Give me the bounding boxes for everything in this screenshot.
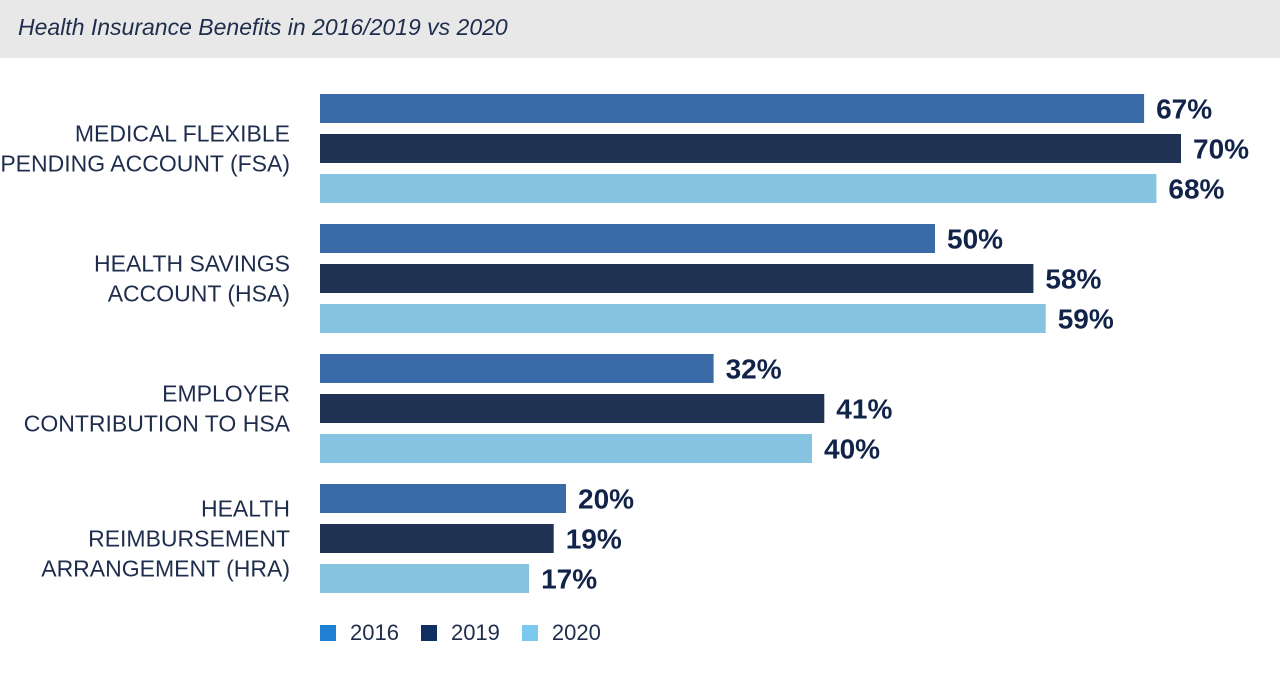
- category-label-line: EMPLOYER: [162, 381, 290, 407]
- value-label-2016-2: 50%: [947, 224, 1003, 255]
- category-label-line: SPENDING ACCOUNT (FSA): [0, 151, 290, 177]
- value-label-2020-2: 59%: [1058, 304, 1114, 335]
- legend-swatch-2019: [420, 625, 437, 641]
- category-label-4: HEALTH REIMBURSEMENT ARRANGEMENT (HRA): [41, 496, 290, 582]
- legend-item-2016: 2016: [320, 620, 399, 646]
- category-label-1: MEDICAL FLEXIBLE SPENDING ACCOUNT (FSA): [0, 121, 290, 177]
- bar-2020-1: [320, 174, 1157, 203]
- legend-swatch-2020: [521, 625, 538, 641]
- title-bar: Health Insurance Benefits in 2016/2019 v…: [0, 0, 1280, 58]
- bar-2019-2: [320, 264, 1034, 293]
- legend-label-2020: 2020: [551, 620, 601, 645]
- bar-2019-1: [320, 134, 1181, 163]
- category-label-line: HEALTH SAVINGS: [94, 251, 290, 277]
- value-label-2020-1: 68%: [1168, 174, 1224, 205]
- value-label-2020-3: 40%: [824, 434, 880, 465]
- category-label-line: CONTRIBUTION TO HSA: [24, 411, 291, 437]
- bar-2020-4: [320, 564, 530, 593]
- legend-item-2020: 2020: [521, 620, 601, 646]
- bar-2019-4: [320, 524, 554, 553]
- legend-label-2016: 2016: [350, 620, 399, 645]
- category-label-line: ACCOUNT (HSA): [108, 281, 290, 307]
- legend: 2016 2019 2020: [320, 620, 623, 646]
- category-label-line: HEALTH: [201, 496, 290, 522]
- value-label-2016-1: 67%: [1156, 94, 1212, 125]
- bar-2016-3: [320, 354, 714, 383]
- value-label-2019-1: 70%: [1193, 134, 1249, 165]
- bar-2020-3: [320, 434, 812, 463]
- value-label-2019-3: 41%: [836, 394, 892, 425]
- category-label-3: EMPLOYER CONTRIBUTION TO HSA: [24, 381, 291, 437]
- category-label-line: ARRANGEMENT (HRA): [41, 556, 290, 582]
- value-label-2019-2: 58%: [1045, 264, 1101, 295]
- bar-2016-4: [320, 484, 566, 513]
- bar-2016-1: [320, 94, 1145, 123]
- legend-swatch-2016: [320, 625, 336, 641]
- legend-item-2019: 2019: [420, 620, 500, 646]
- legend-label-2019: 2019: [450, 620, 500, 645]
- category-label-line: REIMBURSEMENT: [88, 526, 290, 552]
- value-label-2019-4: 19%: [566, 524, 622, 555]
- value-label-2020-4: 17%: [541, 564, 597, 595]
- category-label-2: HEALTH SAVINGS ACCOUNT (HSA): [94, 251, 290, 307]
- bar-2019-3: [320, 394, 825, 423]
- value-label-2016-4: 20%: [578, 484, 634, 515]
- bar-2016-2: [320, 224, 935, 253]
- value-label-2016-3: 32%: [726, 354, 782, 385]
- category-label-line: MEDICAL FLEXIBLE: [75, 121, 290, 147]
- bar-2020-2: [320, 304, 1046, 333]
- chart-title: Health Insurance Benefits in 2016/2019 v…: [18, 14, 508, 40]
